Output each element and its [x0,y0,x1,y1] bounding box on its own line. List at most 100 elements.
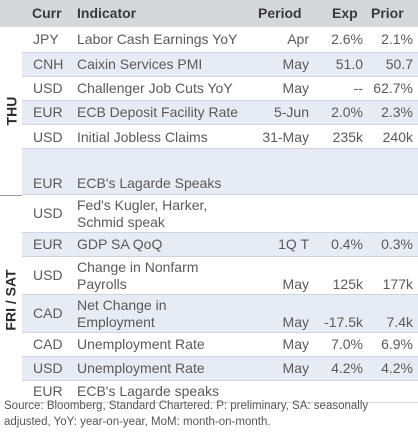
cell-currency: EUR [33,175,63,191]
cell-currency: USD [33,205,63,221]
cell-period: May [282,360,309,376]
header-prior: Prior [371,5,404,21]
cell-indicator: GDP SA QoQ [77,236,162,253]
cell-period: May [282,276,309,292]
indicator-line: ECB's Lagarde Speaks [77,175,222,191]
section-label-frisat: FRI / SAT [3,269,19,331]
cell-prior: 240k [382,129,413,145]
cell-period: 1Q T [278,236,309,252]
cell-indicator: Change in Nonfarm Payrolls [77,259,198,293]
table-row: EUR GDP SA QoQ 1Q T 0.4% 0.3% [22,233,418,257]
footnote-line-2: adjusted, YoY: year-on-year, MoM: month-… [4,416,271,428]
indicator-line: Unemployment Rate [77,336,205,352]
table-row: USD Unemployment Rate May 4.2% 4.2% [22,357,418,381]
table-row: USD Change in Nonfarm Payrolls May 125k 177k [22,257,418,295]
cell-indicator: Initial Jobless Claims [77,129,208,146]
cell-currency: USD [33,360,63,376]
cell-period: May [282,336,309,352]
indicator-line: ECB Deposit Facility Rate [77,104,239,120]
cell-prior: 4.2% [381,360,413,376]
table-row: CAD Unemployment Rate May 7.0% 6.9% [22,333,418,357]
cell-expected: 2.0% [331,104,363,120]
cell-prior: 0.3% [381,236,413,252]
header-exp: Exp [332,5,358,21]
cell-prior: 7.4k [386,314,413,330]
cell-indicator: ECB Deposit Facility Rate [77,104,238,121]
cell-currency: USD [33,129,63,145]
header-indicator: Indicator [77,5,137,21]
indicator-line: Challenger Job Cuts YoY [77,80,233,96]
cell-currency: CNH [33,56,64,72]
cell-indicator: Labor Cash Earnings YoY [77,31,237,48]
cell-prior: 50.7 [385,56,413,72]
table-row: JPY Labor Cash Earnings YoY Apr 2.6% 2.1% [22,27,418,53]
cell-expected: 7.0% [331,336,363,352]
cell-period: Apr [287,31,309,47]
cell-indicator: Challenger Job Cuts YoY [77,80,233,97]
cell-prior: 62.7% [373,80,413,96]
cell-expected: 235k [332,129,363,145]
indicator-line: Payrolls [77,276,127,292]
table-row: CAD Net Change in Employment May -17.5k 7.4k [22,295,418,333]
section-label-thu: THU [3,96,19,126]
indicator-line: Employment [77,314,155,330]
table-header: Curr Indicator Period Exp Prior [0,0,418,27]
cell-period: 5-Jun [273,104,309,120]
cell-currency: USD [33,80,63,96]
indicator-line: Change in Nonfarm [77,259,199,275]
cell-period: May [282,80,309,96]
indicator-line: ECB's Lagarde speaks [77,383,219,399]
cell-period: 31-May [262,129,309,145]
source-footnote: Source: Bloomberg, Standard Chartered. P… [4,398,414,430]
cell-expected: 2.6% [331,31,363,47]
indicator-line: Initial Jobless Claims [77,129,208,145]
header-period: Period [258,5,302,21]
indicator-line: Fed's Kugler, Harker, [77,197,208,213]
indicator-line: Labor Cash Earnings YoY [77,31,238,47]
cell-currency: EUR [33,104,63,120]
section-frisat: FRI / SAT [0,196,22,404]
cell-currency: CAD [33,336,63,352]
header-curr: Curr [32,5,62,21]
cell-expected: 4.2% [331,360,363,376]
indicator-line: Net Change in [77,297,167,313]
indicator-line: Unemployment Rate [77,360,205,376]
cell-prior: 6.9% [381,336,413,352]
cell-indicator: Unemployment Rate [77,336,205,353]
cell-currency: CAD [33,305,63,321]
table-row: CNH Caixin Services PMI May 51.0 50.7 [22,53,418,77]
cell-indicator: Net Change in Employment [77,297,167,331]
cell-expected: -17.5k [324,314,363,330]
cell-period: May [282,56,309,72]
cell-expected: 125k [332,276,363,292]
cell-prior: 2.3% [381,104,413,120]
section-divider [0,195,22,196]
cell-expected: 0.4% [331,236,363,252]
cell-currency: JPY [33,31,59,47]
cell-currency: EUR [33,236,63,252]
cell-currency: USD [33,267,63,283]
cell-indicator: Caixin Services PMI [77,56,202,73]
footnote-line-1: Source: Bloomberg, Standard Chartered. P… [4,400,369,412]
cell-expected: 51.0 [335,56,363,72]
cell-prior: 177k [382,276,413,292]
section-thu: THU [0,27,22,195]
indicator-line: Caixin Services PMI [77,56,203,72]
indicator-line: GDP SA QoQ [77,236,163,252]
cell-indicator: ECB's Lagarde Speaks [77,175,221,192]
cell-expected: -- [353,80,363,96]
indicator-line: Schmid speak [77,214,165,230]
cell-period: May [282,314,309,330]
table-row: EUR ECB's Lagarde speaks [22,381,418,403]
table-row: EUR ECB's Lagarde Speaks [22,149,418,195]
table-row: USD Initial Jobless Claims 31-May 235k 240k [22,125,418,149]
cell-indicator: ECB's Lagarde speaks [77,383,219,400]
cell-prior: 2.1% [381,31,413,47]
table-row: EUR ECB Deposit Facility Rate 5-Jun 2.0% 2.3… [22,101,418,125]
cell-indicator: Fed's Kugler, Harker, Schmid speak [77,197,207,231]
cell-indicator: Unemployment Rate [77,360,205,377]
table-row: USD Fed's Kugler, Harker, Schmid speak [22,195,418,233]
table-row: USD Challenger Job Cuts YoY May -- 62.7% [22,77,418,101]
cell-currency: EUR [33,383,63,399]
